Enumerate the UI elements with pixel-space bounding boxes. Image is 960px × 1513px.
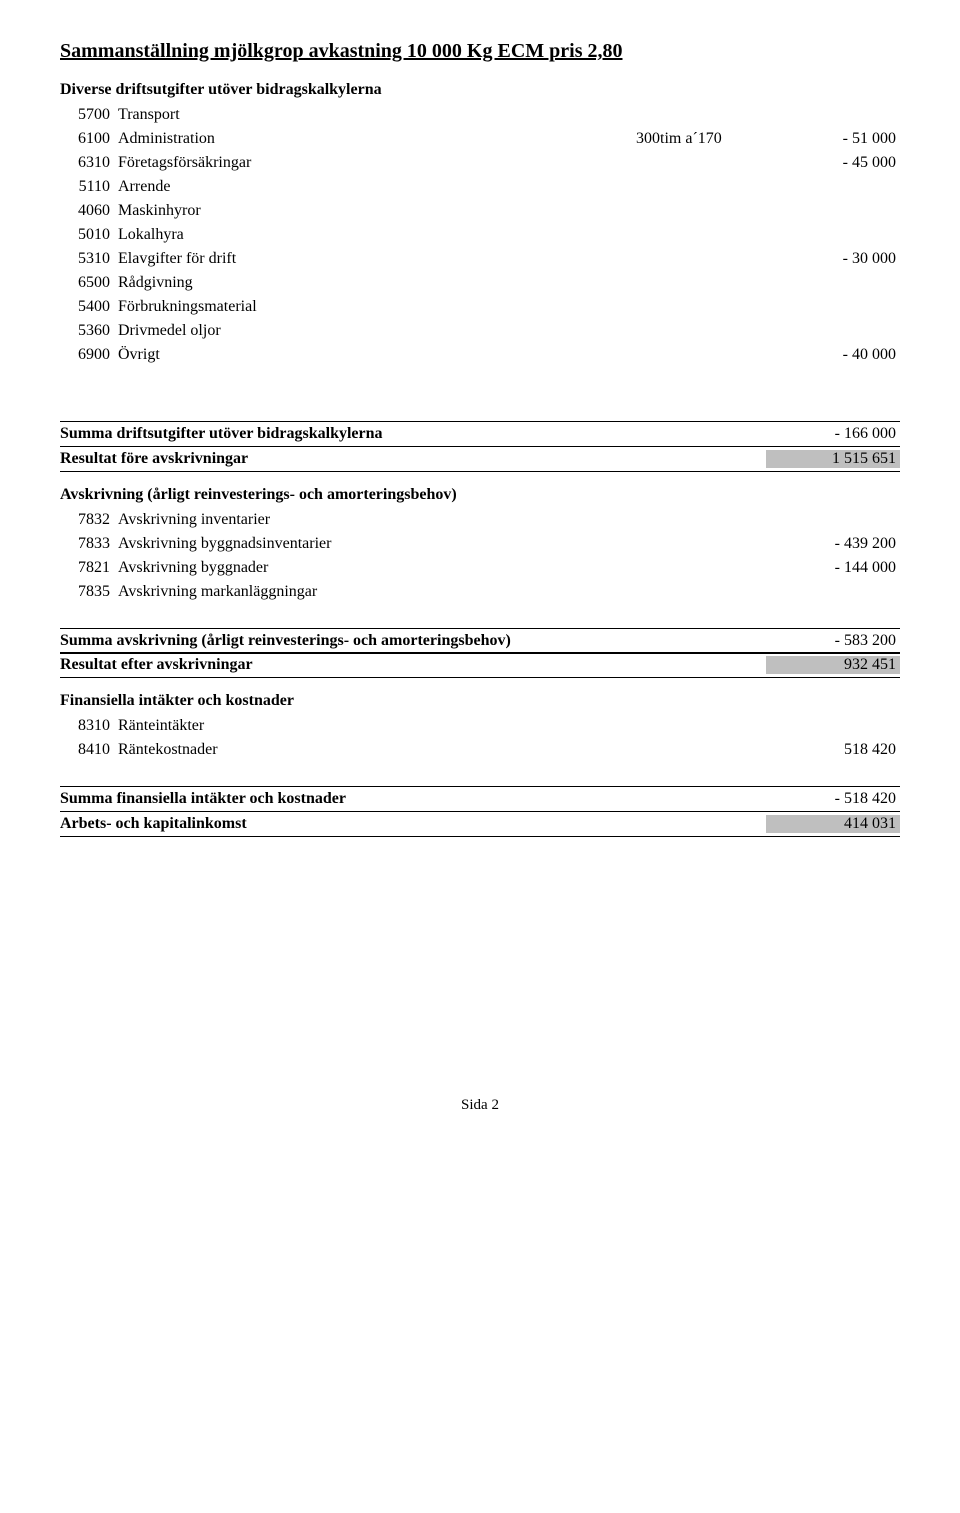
line-item: 7833Avskrivning byggnadsinventarier- 439… xyxy=(60,532,900,556)
summary-row: Summa driftsutgifter utöver bidragskalky… xyxy=(60,421,900,447)
line-value: - 30 000 xyxy=(766,247,900,271)
line-label: Drivmedel oljor xyxy=(118,319,636,343)
line-code: 7833 xyxy=(60,532,118,556)
summary-row: Summa avskrivning (årligt reinvesterings… xyxy=(60,628,900,654)
line-code: 7832 xyxy=(60,508,118,532)
line-label: Räntekostnader xyxy=(118,738,766,762)
line-code: 8310 xyxy=(60,714,118,738)
line-item: 8310Ränteintäkter xyxy=(60,714,900,738)
summary-block-3: Summa finansiella intäkter och kostnader… xyxy=(60,786,900,837)
line-code: 5310 xyxy=(60,247,118,271)
line-label: Övrigt xyxy=(118,343,636,367)
page-footer: Sida 2 xyxy=(60,1097,900,1114)
section3-heading: Finansiella intäkter och kostnader xyxy=(60,692,900,710)
summary-value: 932 451 xyxy=(766,656,900,674)
line-label: Rådgivning xyxy=(118,271,636,295)
section-finansiella: Finansiella intäkter och kostnader 8310R… xyxy=(60,692,900,762)
summary-label: Summa driftsutgifter utöver bidragskalky… xyxy=(60,425,766,443)
line-label: Elavgifter för drift xyxy=(118,247,636,271)
summary-value: - 166 000 xyxy=(766,425,900,443)
line-item: 6900Övrigt - 40 000 xyxy=(60,343,900,367)
page-title: Sammanställning mjölkgrop avkastning 10 … xyxy=(60,40,900,63)
line-value: - 51 000 xyxy=(766,127,900,151)
line-item: 7821Avskrivning byggnader- 144 000 xyxy=(60,556,900,580)
line-value: - 40 000 xyxy=(766,343,900,367)
section2-heading: Avskrivning (årligt reinvesterings- och … xyxy=(60,486,900,504)
summary-row: Resultat efter avskrivningar932 451 xyxy=(60,652,900,678)
line-code: 5360 xyxy=(60,319,118,343)
line-code: 6100 xyxy=(60,127,118,151)
line-item: 5400Förbrukningsmaterial xyxy=(60,295,900,319)
line-label: Administration xyxy=(118,127,636,151)
summary-label: Resultat efter avskrivningar xyxy=(60,656,766,674)
line-code: 4060 xyxy=(60,199,118,223)
line-code: 5110 xyxy=(60,175,118,199)
line-code: 5400 xyxy=(60,295,118,319)
line-label: Företagsförsäkringar xyxy=(118,151,636,175)
line-label: Förbrukningsmaterial xyxy=(118,295,636,319)
line-label: Maskinhyror xyxy=(118,199,636,223)
line-label: Avskrivning inventarier xyxy=(118,508,766,532)
line-label: Ränteintäkter xyxy=(118,714,766,738)
summary-row: Summa finansiella intäkter och kostnader… xyxy=(60,786,900,812)
line-item: 6500Rådgivning xyxy=(60,271,900,295)
line-code: 6900 xyxy=(60,343,118,367)
summary-row: Arbets- och kapitalinkomst414 031 xyxy=(60,811,900,837)
summary-label: Arbets- och kapitalinkomst xyxy=(60,815,766,833)
line-item: 6100Administration300tim a´170- 51 000 xyxy=(60,127,900,151)
line-mid: 300tim a´170 xyxy=(636,127,766,151)
line-item: 7832Avskrivning inventarier xyxy=(60,508,900,532)
line-label: Avskrivning byggnader xyxy=(118,556,766,580)
line-label: Lokalhyra xyxy=(118,223,636,247)
line-code: 5700 xyxy=(60,103,118,127)
summary-label: Summa avskrivning (årligt reinvesterings… xyxy=(60,632,766,650)
line-label: Transport xyxy=(118,103,636,127)
line-item: 8410Räntekostnader518 420 xyxy=(60,738,900,762)
summary-value: - 583 200 xyxy=(766,632,900,650)
line-value: 518 420 xyxy=(766,738,900,762)
line-code: 7835 xyxy=(60,580,118,604)
section-avskrivning: Avskrivning (årligt reinvesterings- och … xyxy=(60,486,900,604)
summary-row: Resultat före avskrivningar1 515 651 xyxy=(60,446,900,472)
summary-value: 414 031 xyxy=(766,815,900,833)
line-item: 6310Företagsförsäkringar - 45 000 xyxy=(60,151,900,175)
line-label: Avskrivning markanläggningar xyxy=(118,580,766,604)
summary-label: Summa finansiella intäkter och kostnader xyxy=(60,790,766,808)
line-label: Arrende xyxy=(118,175,636,199)
summary-block-2: Summa avskrivning (årligt reinvesterings… xyxy=(60,628,900,679)
line-value: - 439 200 xyxy=(766,532,900,556)
summary-value: - 518 420 xyxy=(766,790,900,808)
line-value: - 144 000 xyxy=(766,556,900,580)
line-code: 7821 xyxy=(60,556,118,580)
line-item: 5110Arrende xyxy=(60,175,900,199)
summary-value: 1 515 651 xyxy=(766,450,900,468)
line-code: 5010 xyxy=(60,223,118,247)
line-item: 5010Lokalhyra xyxy=(60,223,900,247)
line-code: 6500 xyxy=(60,271,118,295)
summary-block-1: Summa driftsutgifter utöver bidragskalky… xyxy=(60,421,900,472)
section1-heading: Diverse driftsutgifter utöver bidragskal… xyxy=(60,81,900,99)
line-item: 7835Avskrivning markanläggningar xyxy=(60,580,900,604)
line-item: 5360Drivmedel oljor xyxy=(60,319,900,343)
line-item: 4060Maskinhyror xyxy=(60,199,900,223)
line-code: 8410 xyxy=(60,738,118,762)
line-code: 6310 xyxy=(60,151,118,175)
line-item: 5700Transport xyxy=(60,103,900,127)
line-value: - 45 000 xyxy=(766,151,900,175)
line-item: 5310Elavgifter för drift - 30 000 xyxy=(60,247,900,271)
summary-label: Resultat före avskrivningar xyxy=(60,450,766,468)
line-label: Avskrivning byggnadsinventarier xyxy=(118,532,766,556)
section-driftsutgifter: Diverse driftsutgifter utöver bidragskal… xyxy=(60,81,900,367)
